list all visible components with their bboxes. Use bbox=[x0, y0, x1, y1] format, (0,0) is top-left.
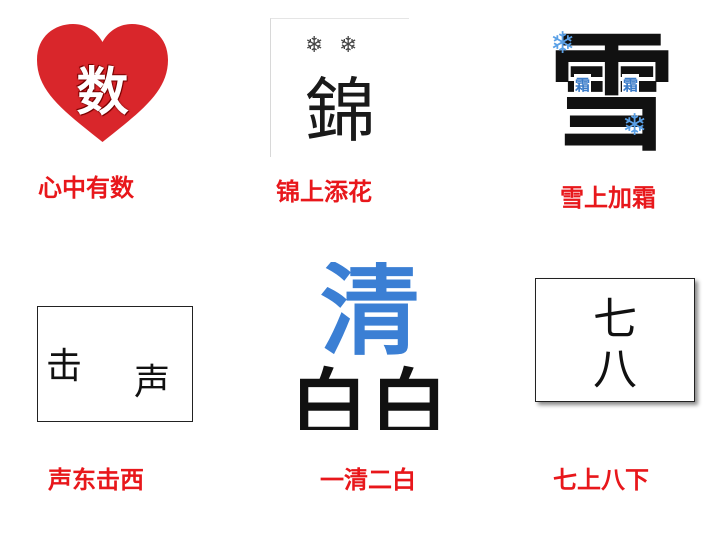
strike-character: 击 bbox=[46, 346, 83, 387]
seven-eight-tile: 七 八 bbox=[535, 278, 695, 402]
clear-white-tile: 清 白白 bbox=[280, 262, 460, 430]
east-west-tile: 击 声 bbox=[37, 306, 193, 422]
frost-label: 霜 bbox=[574, 74, 592, 95]
caption-6: 七上八下 bbox=[553, 466, 649, 494]
heart-shape bbox=[37, 24, 168, 142]
flower-icon: ❄ bbox=[339, 33, 358, 58]
brocade-tile: ❄ ❄ 錦 bbox=[270, 18, 409, 157]
snowflake-icon: ❄ bbox=[622, 108, 648, 143]
caption-1: 心中有数 bbox=[38, 174, 134, 202]
caption-4: 声东击西 bbox=[48, 466, 144, 494]
heart-tile: 数 bbox=[35, 22, 170, 147]
brocade-character: 錦 bbox=[305, 70, 375, 152]
flower-icon: ❄ bbox=[305, 33, 324, 58]
heart-character: 数 bbox=[76, 63, 129, 123]
seven-character: 七 bbox=[593, 294, 637, 345]
clear-character: 清 bbox=[320, 262, 420, 369]
snow-tile: 雪 霜 霜 ❄ ❄ bbox=[548, 20, 676, 169]
eight-character: 八 bbox=[593, 344, 637, 395]
snowflake-icon: ❄ bbox=[550, 26, 576, 61]
snow-character: 雪 bbox=[548, 20, 677, 169]
caption-5: 一清二白 bbox=[320, 466, 416, 494]
sound-character: 声 bbox=[134, 362, 171, 403]
caption-3: 雪上加霜 bbox=[560, 184, 656, 212]
white-characters: 白白 bbox=[289, 362, 450, 430]
caption-2: 锦上添花 bbox=[276, 178, 372, 206]
frost-label: 霜 bbox=[622, 74, 640, 95]
